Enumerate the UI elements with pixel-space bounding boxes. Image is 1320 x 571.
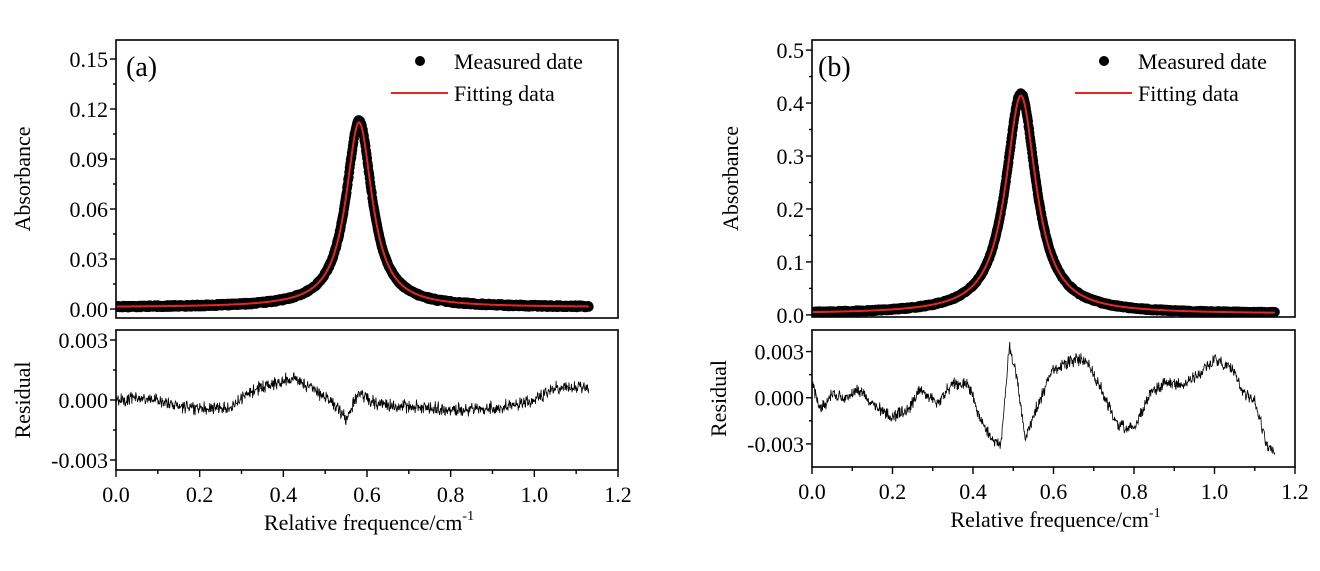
y-tick-label: -0.003: [51, 448, 108, 473]
residual-line: [812, 341, 1276, 455]
legend-label-fitting: Fitting data: [1138, 81, 1239, 106]
legend-label-measured: Measured date: [454, 49, 583, 74]
main-plot-frame: [115, 39, 619, 319]
measured-series: [812, 88, 1280, 317]
x-axis-title-text: Relative frequence/cm: [950, 507, 1149, 532]
residual-plot-frame: [811, 329, 1296, 468]
y-tick-label: 0.06: [70, 197, 109, 222]
y-tick-label: 0.003: [59, 328, 109, 353]
x-tick-label: 0.2: [186, 482, 214, 507]
x-axis-title-superscript: -1: [462, 509, 474, 524]
x-tick-label: 0.6: [1040, 479, 1068, 504]
fitting-line: [812, 94, 1275, 314]
y-tick-label: 0.003: [755, 340, 805, 365]
legend: Measured date Fitting data: [1075, 49, 1267, 106]
residual-axis-title: Residual: [706, 360, 731, 437]
x-axis-title: Relative frequence/cm-1: [264, 509, 474, 535]
x-axis-title-text: Relative frequence/cm: [264, 510, 463, 535]
y-tick-label: 0.15: [70, 47, 109, 72]
x-tick-label: 1.0: [521, 482, 549, 507]
y-tick-label: 0.000: [59, 388, 109, 413]
y-tick-label: 0.0: [777, 303, 805, 328]
y-tick-label: 0.4: [777, 91, 805, 116]
legend-label-measured: Measured date: [1138, 49, 1267, 74]
y-tick-label: 0.2: [777, 197, 805, 222]
x-tick-label: 1.2: [604, 482, 632, 507]
y-tick-label: 0.3: [777, 144, 805, 169]
y-axis-title: Absorbance: [10, 126, 35, 231]
x-tick-label: 0.2: [879, 479, 907, 504]
residual-plot: -0.003 0.000 0.003 Residual 0.0 0.2 0.4 0.6 0.8 1…: [10, 328, 632, 535]
panel-a: 0.00 0.03 0.06 0.09 0.12 0.15 Absorbance (a) Mea…: [10, 39, 632, 535]
y-tick-label: 0.000: [755, 386, 805, 411]
x-tick-label: 0.8: [437, 482, 465, 507]
main-plot: 0.00 0.03 0.06 0.09 0.12 0.15 Absorbance (a) Mea…: [10, 39, 619, 322]
residual-axis-title: Residual: [10, 362, 35, 439]
x-tick-label: 0.4: [959, 479, 987, 504]
legend-dot-icon: [1099, 56, 1109, 66]
residual-plot: -0.003 0.000 0.003 Residual 0.0 0.2 0.4 0.6 0.8 1…: [706, 329, 1309, 532]
legend: Measured date Fitting data: [391, 49, 583, 106]
x-axis-title-superscript: -1: [1149, 506, 1161, 521]
y-axis-title: Absorbance: [718, 126, 743, 231]
residual-line: [116, 372, 590, 425]
x-tick-label: 0.0: [798, 479, 826, 504]
y-tick-label: 0.09: [70, 147, 109, 172]
y-tick-label: 0.12: [70, 97, 109, 122]
x-axis-title: Relative frequence/cm-1: [950, 506, 1160, 532]
y-tick-label: 0.5: [777, 38, 805, 63]
panel-label: (a): [126, 52, 157, 83]
x-tick-label: 0.4: [270, 482, 298, 507]
y-tick-label: 0.00: [70, 297, 109, 322]
x-tick-label: 1.0: [1201, 479, 1229, 504]
fitting-line: [116, 121, 589, 308]
x-tick-label: 0.8: [1120, 479, 1148, 504]
panel-b: 0.0 0.1 0.2 0.3 0.4 0.5 Absorbance (b) Measured …: [706, 38, 1309, 532]
main-plot: 0.0 0.1 0.2 0.3 0.4 0.5 Absorbance (b) Measured …: [718, 38, 1296, 328]
y-tick-label: -0.003: [747, 432, 804, 457]
y-tick-label: 0.1: [777, 250, 805, 275]
panel-label: (b): [818, 52, 851, 83]
x-tick-label: 1.2: [1281, 479, 1309, 504]
x-tick-label: 0.0: [102, 482, 130, 507]
main-plot-frame: [811, 39, 1296, 318]
y-tick-label: 0.03: [70, 247, 109, 272]
legend-label-fitting: Fitting data: [454, 81, 555, 106]
x-tick-label: 0.6: [353, 482, 381, 507]
legend-dot-icon: [415, 56, 425, 66]
